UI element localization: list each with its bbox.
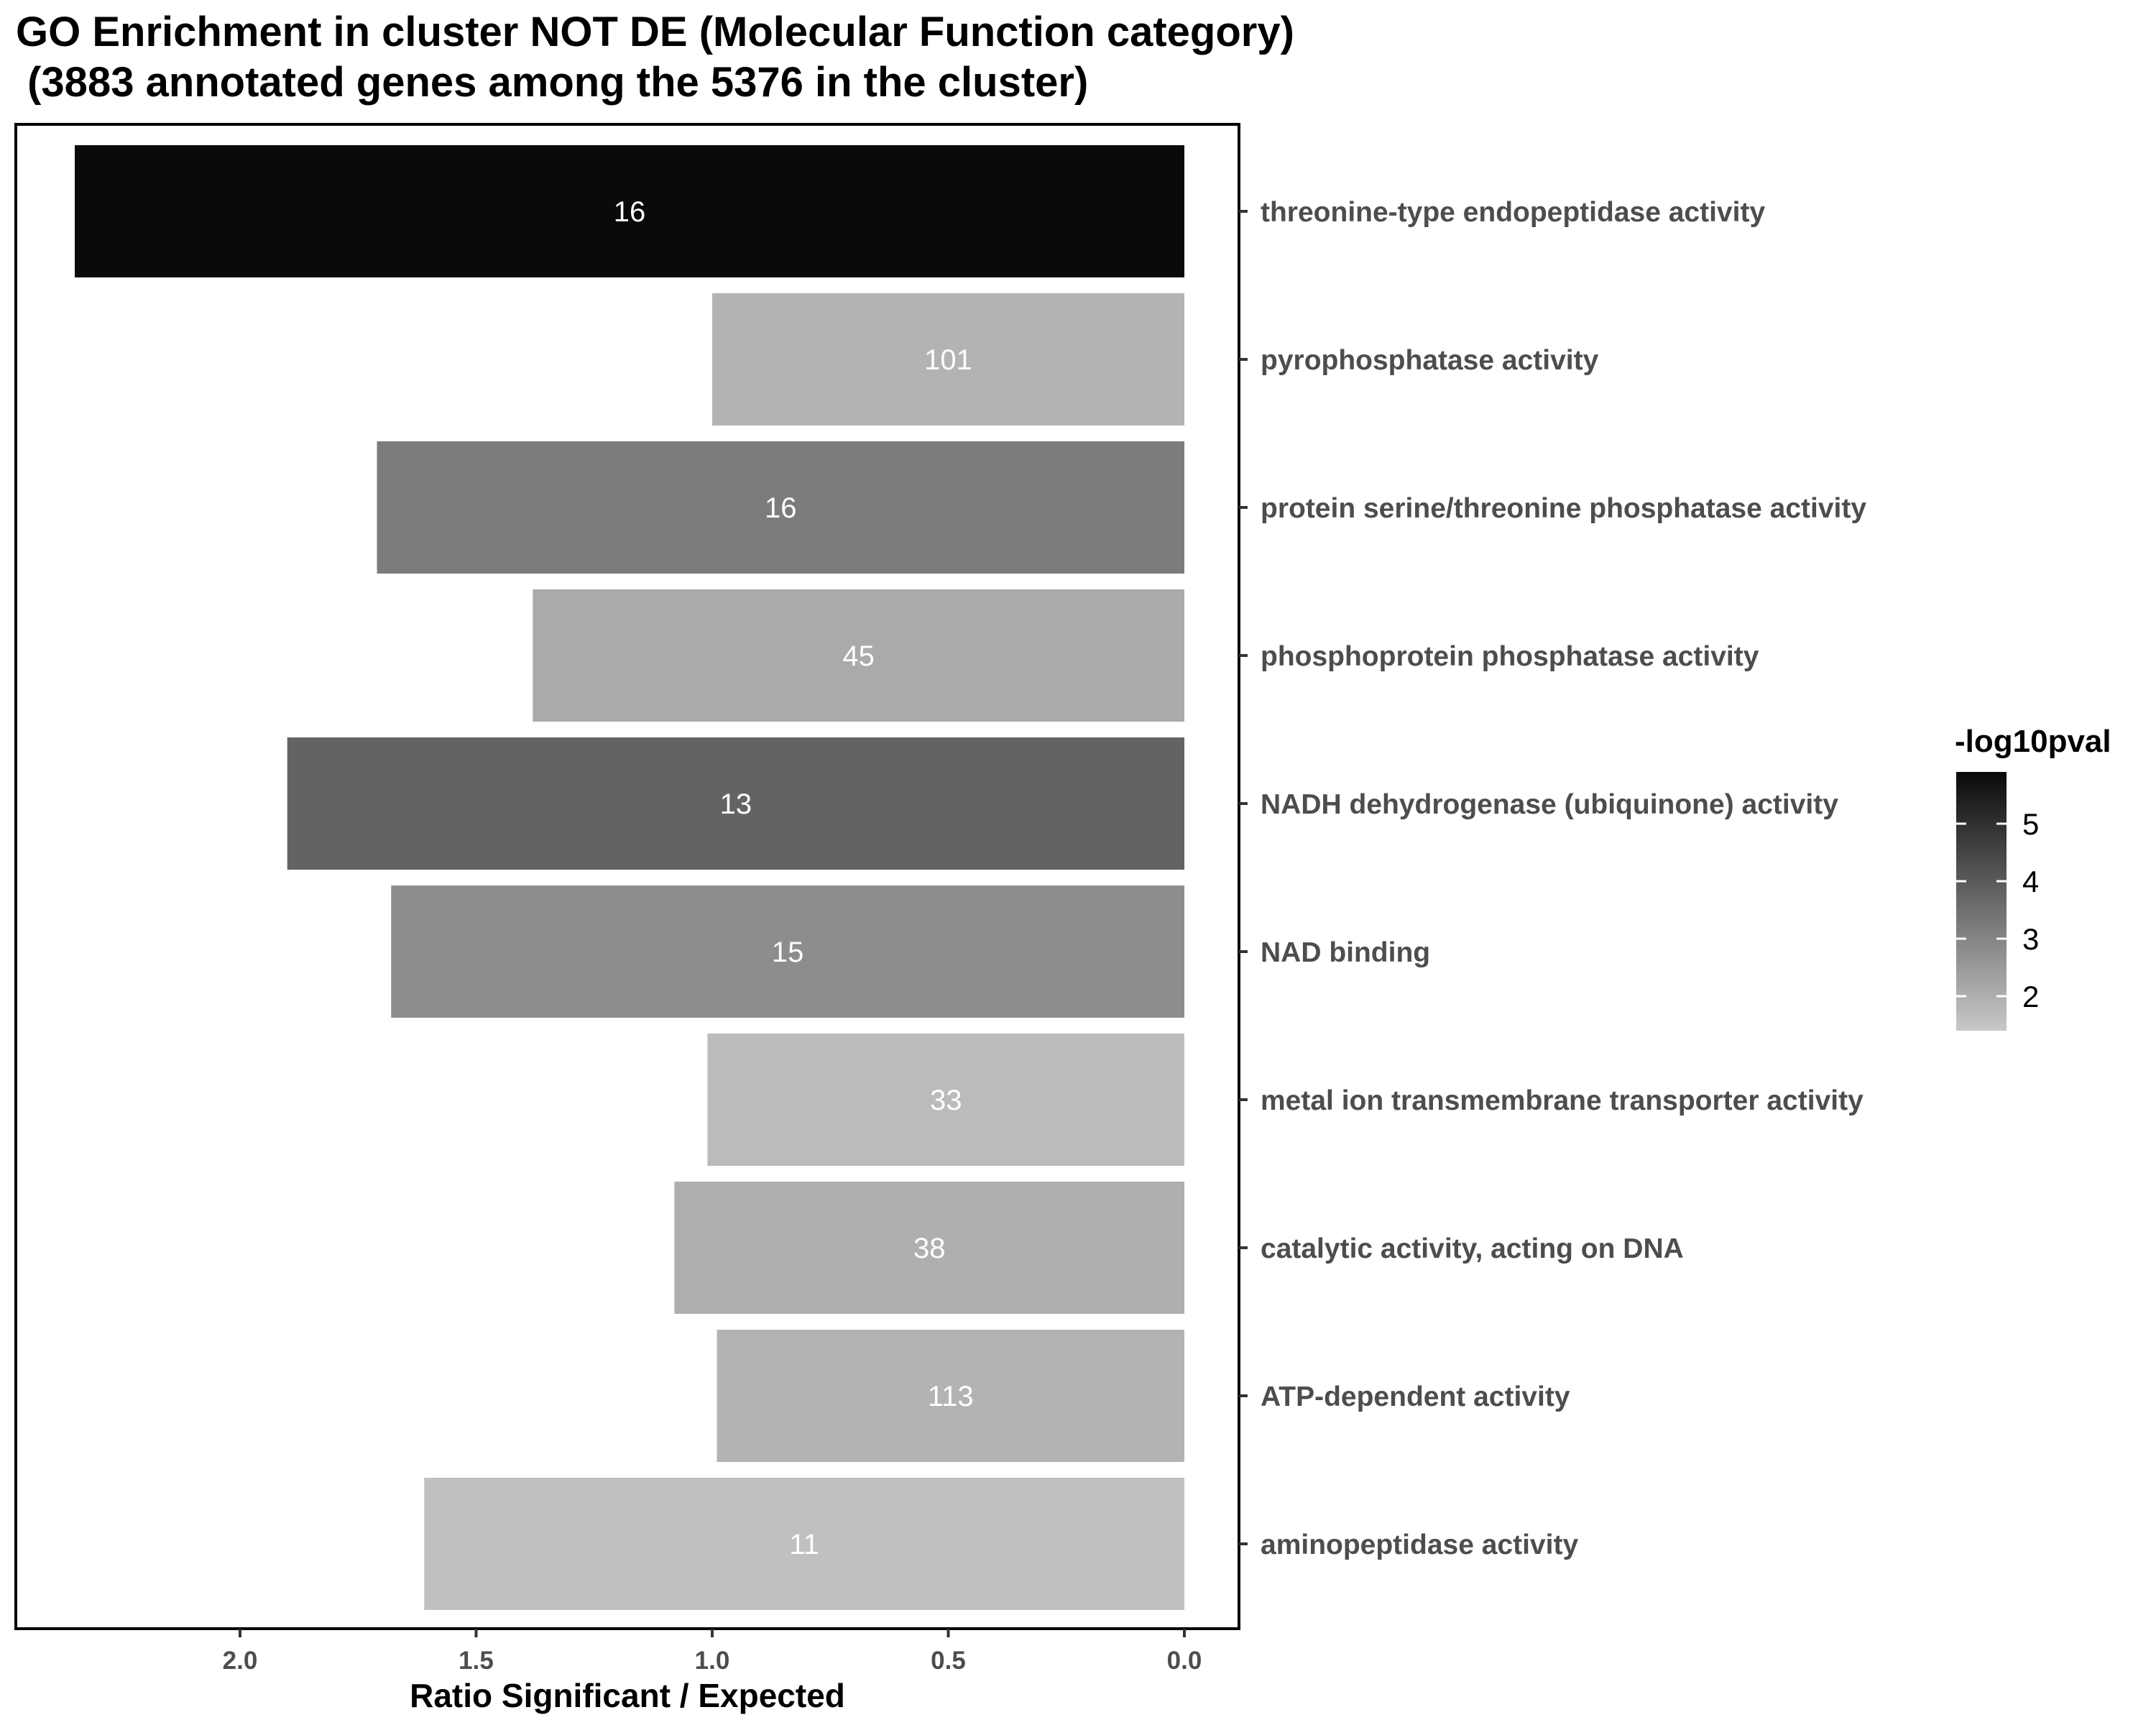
category-label: NADH dehydrogenase (ubiquinone) activity (1261, 789, 1838, 820)
bar-data-label: 113 (928, 1381, 974, 1412)
category-label: threonine-type endopeptidase activity (1261, 197, 1765, 228)
bar (75, 145, 1184, 277)
bar-data-label: 38 (913, 1233, 946, 1264)
bar (674, 1182, 1184, 1314)
bar-data-label: 15 (772, 937, 804, 968)
bar-data-label: 33 (930, 1085, 962, 1116)
chart-title: GO Enrichment in cluster NOT DE (Molecul… (16, 9, 1294, 55)
bar (287, 737, 1185, 870)
category-label: pyrophosphatase activity (1261, 345, 1599, 376)
legend-title: -log10pval (1955, 724, 2111, 759)
chart-subtitle: (3883 annotated genes among the 5376 in … (16, 59, 1088, 106)
legend-tick-label: 4 (2022, 865, 2039, 898)
bar-data-label: 13 (720, 788, 752, 820)
bar (533, 589, 1184, 722)
category-label: protein serine/threonine phosphatase act… (1261, 493, 1866, 524)
x-tick-label: 0.0 (1167, 1647, 1202, 1675)
bar (391, 886, 1184, 1018)
legend-tick-label: 2 (2022, 980, 2039, 1013)
legend-ticks: 2 3 4 5 (1956, 807, 2039, 1013)
x-tick-label: 1.0 (695, 1647, 730, 1675)
legend-tick-label: 5 (2022, 807, 2039, 841)
x-tick-label: 1.5 (459, 1647, 494, 1675)
category-label: ATP-dependent activity (1261, 1381, 1570, 1412)
category-label: aminopeptidase activity (1261, 1530, 1578, 1560)
bar-data-label: 16 (765, 492, 797, 524)
bar (717, 1330, 1184, 1462)
bar (377, 441, 1184, 574)
bar (712, 293, 1184, 426)
bar-data-label: 11 (789, 1529, 819, 1560)
y-axis: threonine-type endopeptidase activity pyr… (1239, 197, 1866, 1560)
bar-data-label: 16 (614, 196, 646, 228)
x-axis-title: Ratio Significant / Expected (410, 1677, 845, 1714)
legend: -log10pval 2 3 4 5 (1955, 724, 2111, 1031)
x-tick-label: 0.5 (931, 1647, 966, 1675)
bar-data-label: 45 (842, 640, 875, 672)
bar-data-label: 101 (924, 344, 972, 376)
x-tick-label: 2.0 (223, 1647, 258, 1675)
category-label: phosphoprotein phosphatase activity (1261, 641, 1759, 672)
bar (424, 1478, 1184, 1610)
legend-colorbar (1956, 772, 2007, 1031)
bar-labels-group: 16 101 16 45 13 15 33 38 113 11 (614, 196, 974, 1560)
bars-group (75, 145, 1185, 1610)
category-label: NAD binding (1261, 937, 1430, 968)
category-label: metal ion transmembrane transporter acti… (1261, 1085, 1864, 1116)
x-axis: 2.0 1.5 1.0 0.5 0.0 (223, 1629, 1202, 1675)
category-label: catalytic activity, acting on DNA (1261, 1233, 1684, 1264)
bar (707, 1034, 1184, 1166)
legend-tick-label: 3 (2022, 922, 2039, 956)
